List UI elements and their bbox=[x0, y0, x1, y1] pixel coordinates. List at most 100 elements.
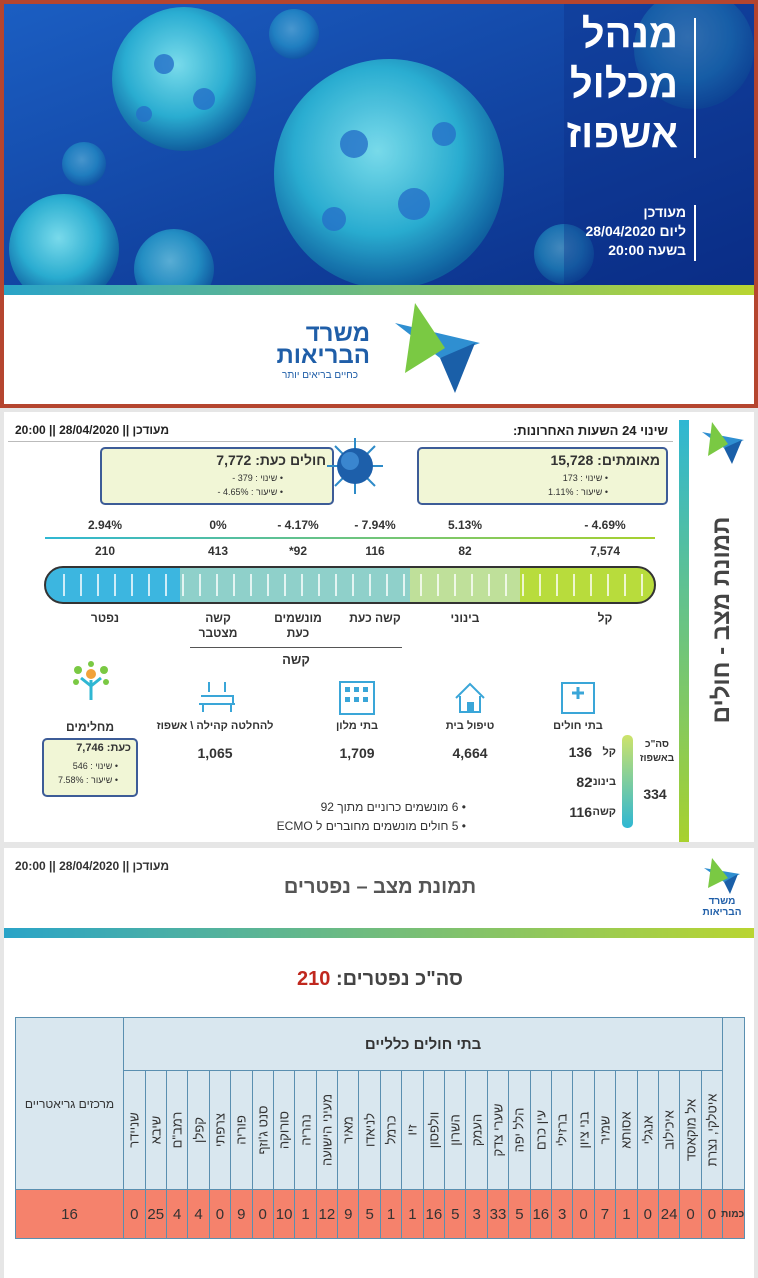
death-count: 16 bbox=[529, 1189, 553, 1239]
logo-name: הבריאות bbox=[276, 342, 371, 369]
banner-updated: ליום 28/04/2020 bbox=[585, 223, 686, 239]
virus-icon bbox=[327, 438, 383, 494]
hospital-cell: שניידר bbox=[123, 1070, 146, 1190]
death-count: 25 bbox=[144, 1189, 167, 1239]
hospital-cell: ברזילי bbox=[550, 1070, 574, 1190]
deaths-logo-name: משרד bbox=[708, 896, 736, 907]
deaths-stripe bbox=[4, 928, 754, 938]
confirmed-change: • שינוי : 173 bbox=[562, 473, 608, 483]
hospital-cell: שערי צדק bbox=[486, 1070, 510, 1190]
banner-updated: בשעה 20:00 bbox=[608, 242, 686, 258]
severity-label: קשה כעת bbox=[349, 611, 401, 625]
header-row: בתי חולים כלליים מרכזים גריאטריים bbox=[15, 1017, 746, 1190]
death-count: 12 bbox=[315, 1189, 339, 1239]
death-count: 0 bbox=[123, 1189, 146, 1239]
hospital-name: זיו bbox=[404, 1124, 420, 1136]
update-header: מעודכן || 28/04/2020 || 20:00 bbox=[15, 423, 170, 437]
hospital-name: מעיני הישועה bbox=[319, 1093, 335, 1167]
note-text: 5 חולים מונשמים מחוברים ל ECMO bbox=[276, 819, 459, 833]
hospital-name: אסותא bbox=[618, 1111, 634, 1149]
confirmed-label: מאומתים: 15,728 bbox=[550, 452, 660, 468]
recovered-rate: • שיעור : 7.58% bbox=[58, 775, 118, 785]
severity-bar bbox=[44, 566, 656, 604]
place-label: בתי חולים bbox=[553, 720, 603, 732]
hospital-cell: מאיר bbox=[337, 1070, 360, 1190]
hospital-gradient bbox=[622, 735, 633, 828]
hospital-icon bbox=[561, 682, 595, 714]
death-count: 9 bbox=[337, 1189, 360, 1239]
geriatric-count: 16 bbox=[15, 1189, 124, 1239]
deaths-total-line: סה"כ נפטרים: 210 bbox=[297, 968, 463, 991]
death-count: 1 bbox=[379, 1189, 403, 1239]
severity-count: 7,574 bbox=[589, 544, 621, 558]
death-count: 4 bbox=[187, 1189, 210, 1239]
hospital-cell: סנט ג'וזף bbox=[251, 1070, 274, 1190]
hospital-cell: צרפתי bbox=[208, 1070, 232, 1190]
hospital-cell: רמב"ם bbox=[165, 1070, 189, 1190]
hospital-name: כרמל bbox=[383, 1115, 399, 1145]
severity-label: בינוני bbox=[450, 611, 480, 625]
hospital-row-value: 136 bbox=[568, 744, 592, 760]
change-pct: - 4.17% bbox=[277, 518, 319, 532]
hospital-cell: זיו bbox=[401, 1070, 424, 1190]
place-label: טיפול בית bbox=[445, 720, 495, 732]
hospital-name: ברזילי bbox=[554, 1113, 570, 1147]
hospital-cell: איטלקי, נצרת bbox=[700, 1070, 724, 1190]
hospital-name: לניאדו bbox=[362, 1112, 378, 1148]
confirmed-box bbox=[417, 447, 668, 505]
row-label: כמות bbox=[721, 1189, 746, 1239]
side-title: תמונת מצב - חולים bbox=[708, 516, 735, 724]
hospital-cell: העמק bbox=[465, 1070, 488, 1190]
hospital-cell: עין כרם bbox=[529, 1070, 553, 1190]
banner-updated: מעודכן bbox=[643, 204, 686, 220]
deaths-title: תמונת מצב – נפטרים bbox=[283, 876, 477, 898]
active-box bbox=[100, 447, 334, 505]
severity-count: 413 bbox=[207, 544, 229, 558]
severity-label: נפטר bbox=[90, 611, 120, 625]
hospital-name: אל מוקאסד bbox=[683, 1098, 699, 1162]
death-count: 3 bbox=[550, 1189, 574, 1239]
severity-label: קשה מצטבר bbox=[198, 611, 238, 640]
death-count: 7 bbox=[593, 1189, 617, 1239]
home-icon bbox=[455, 682, 485, 713]
severity-count: 210 bbox=[94, 544, 116, 558]
hospital-cell: איכילוב bbox=[657, 1070, 681, 1190]
hospital-name: רמב"ם bbox=[169, 1111, 185, 1149]
corner-cell bbox=[722, 1017, 746, 1190]
hospital-cell: הלל יפה bbox=[508, 1070, 531, 1190]
hospital-row-value: 116 bbox=[569, 804, 592, 820]
death-count: 1 bbox=[401, 1189, 424, 1239]
hospital-cell: לניאדו bbox=[358, 1070, 381, 1190]
death-count: 10 bbox=[272, 1189, 296, 1239]
banner-image bbox=[4, 4, 754, 285]
death-count: 9 bbox=[230, 1189, 253, 1239]
banner-title: מכלול bbox=[569, 62, 678, 106]
death-count: 16 bbox=[422, 1189, 446, 1239]
place-value: 4,664 bbox=[452, 745, 488, 761]
hospital-name: אנגלי bbox=[640, 1115, 656, 1145]
place-value: 1,065 bbox=[197, 745, 233, 761]
geriatric-header: מרכזים גריאטריים bbox=[15, 1017, 124, 1190]
change-pct: 5.13% bbox=[447, 518, 483, 532]
severity-count: 116 bbox=[365, 544, 385, 558]
hospital-name: נהריה bbox=[298, 1114, 313, 1146]
hospital-name: סורוקה bbox=[276, 1110, 292, 1150]
update-divider bbox=[694, 205, 696, 261]
deaths-total-label: סה"כ נפטרים: bbox=[335, 968, 463, 990]
hospital-name: וולפסון bbox=[426, 1111, 442, 1149]
active-rate: • שיעור : 4.65% - bbox=[217, 487, 283, 497]
death-count: 1 bbox=[294, 1189, 317, 1239]
active-label: חולים כעת: 7,772 bbox=[216, 452, 326, 468]
hospital-cell: וולפסון bbox=[422, 1070, 446, 1190]
hospital-name: עין כרם bbox=[533, 1109, 549, 1151]
hospital-cell: אל מוקאסד bbox=[679, 1070, 702, 1190]
hospital-cell: קפלן bbox=[187, 1070, 210, 1190]
death-count: 4 bbox=[165, 1189, 189, 1239]
recovered-change: • שינוי : 546 bbox=[72, 761, 118, 771]
hospital-cell: כרמל bbox=[379, 1070, 403, 1190]
severe-group-line bbox=[190, 647, 402, 648]
change-header: שינוי 24 השעות האחרונות: bbox=[512, 423, 668, 438]
hospital-name: העמק bbox=[469, 1113, 485, 1147]
severity-label: קל bbox=[597, 611, 613, 625]
